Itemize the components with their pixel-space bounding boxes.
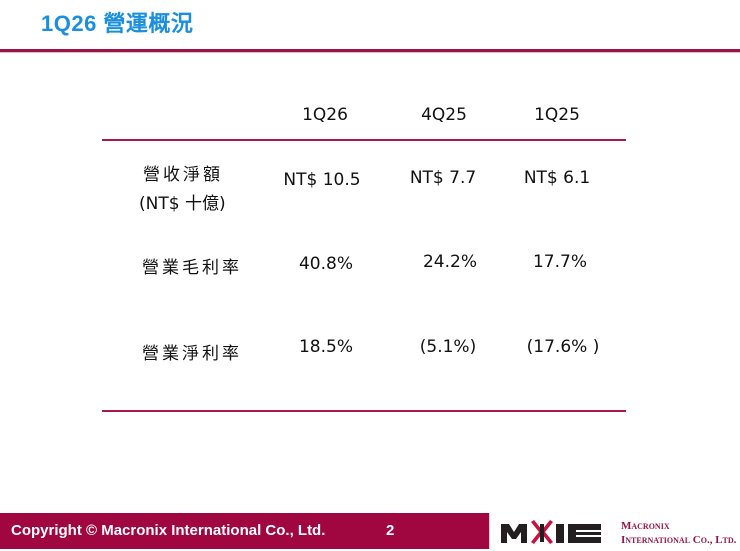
company-name-line1: Macronix (621, 520, 670, 532)
cell-gross-margin-1q25: 17.7% (532, 252, 587, 272)
page-number: 2 (386, 522, 395, 539)
table-bottom-rule (102, 410, 626, 412)
mxic-logo (500, 518, 603, 546)
copyright-text: Copyright © Macronix International Co., … (11, 522, 326, 539)
cell-operating-margin-1q26: 18.5% (298, 337, 353, 357)
table-header-rule (102, 139, 626, 141)
company-name-line2: International Co., Ltd. (621, 534, 737, 546)
title-divider (0, 49, 740, 52)
cell-revenue-1q25: NT$ 6.1 (523, 168, 591, 188)
row-label-revenue-unit: (NT$ 十億) (139, 194, 226, 214)
mxic-logo-icon (501, 520, 601, 544)
slide-title: 1Q26 營運概況 (41, 11, 194, 36)
footer-bar: Copyright © Macronix International Co., … (0, 513, 490, 549)
cell-revenue-1q26: NT$ 10.5 (283, 170, 361, 190)
row-label-revenue: 營收淨額 (NT$ 十億) (139, 160, 226, 214)
cell-operating-margin-1q25: (17.6% ) (526, 337, 600, 357)
cell-operating-margin-4q25: (5.1%) (419, 337, 477, 357)
row-label-revenue-text: 營收淨額 (143, 165, 223, 185)
column-header-1q26: 1Q26 (302, 105, 348, 125)
company-name: Macronix International Co., Ltd. (621, 519, 736, 547)
row-label-gross-margin: 營業毛利率 (142, 258, 242, 278)
column-header-4q25: 4Q25 (421, 105, 467, 125)
cell-revenue-4q25: NT$ 7.7 (409, 168, 477, 188)
cell-gross-margin-4q25: 24.2% (422, 252, 477, 272)
column-header-1q25: 1Q25 (534, 105, 580, 125)
row-label-operating-margin: 營業淨利率 (142, 344, 242, 364)
cell-gross-margin-1q26: 40.8% (298, 254, 353, 274)
